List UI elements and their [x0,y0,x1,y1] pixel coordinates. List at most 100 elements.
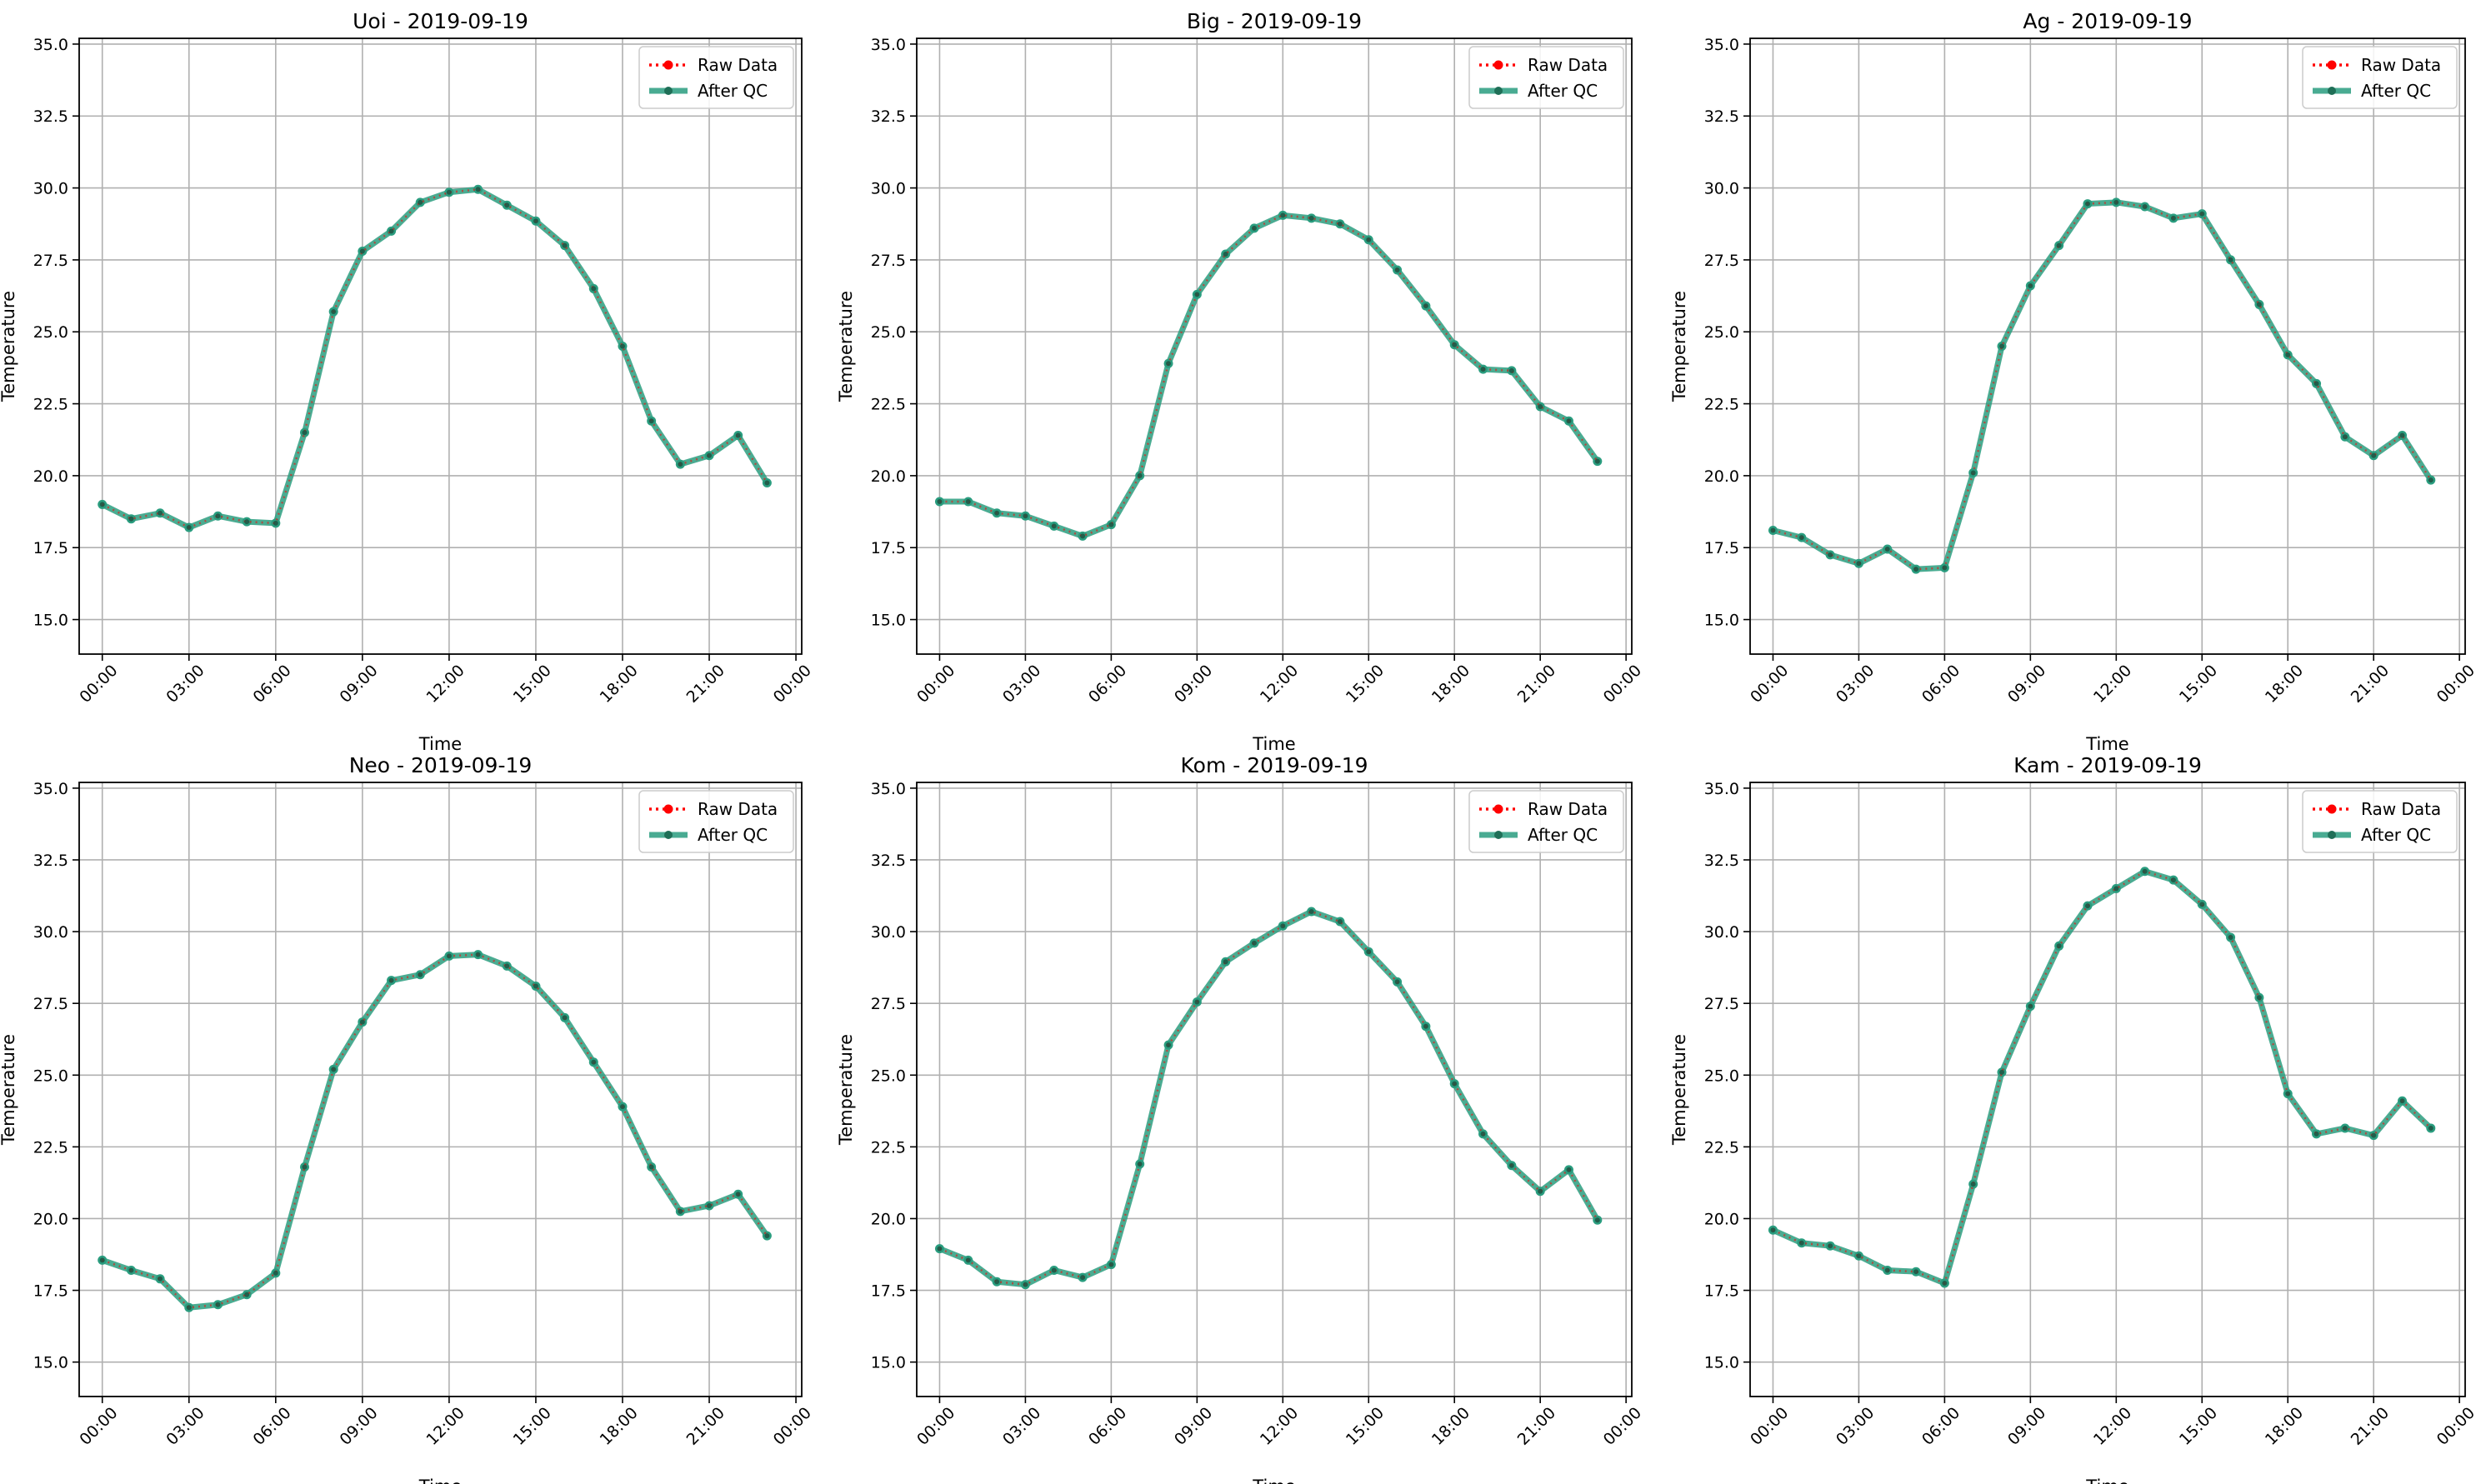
raw-data-point [1970,470,1976,476]
y-axis-label: Temperature [0,291,18,402]
x-tick-label: 12:00 [1257,662,1302,707]
raw-data-point [1999,1069,2005,1075]
x-tick-label: 09:00 [336,662,381,707]
axes-frame [78,782,803,1397]
raw-data-point [1566,418,1572,424]
raw-data-point [2228,257,2233,262]
raw-data-point [707,452,713,458]
raw-data-point [2113,886,2119,892]
x-tick-label: 06:00 [249,662,294,707]
raw-data-point [1452,342,1458,347]
legend-qc-marker [1494,87,1503,95]
raw-data-point [2142,204,2148,210]
raw-data-point [678,462,683,467]
raw-data-point [1942,1280,1948,1286]
raw-data-point [1480,367,1486,372]
y-tick-label: 22.5 [1704,396,1739,414]
raw-data-point [1166,361,1172,367]
raw-data-point [2313,381,2319,387]
legend-qc-label: After QC [698,81,768,101]
raw-data-point [1394,267,1400,272]
legend-raw-marker [1493,804,1503,814]
x-tick-label: 00:00 [2433,662,2478,707]
raw-data-point [2256,302,2262,307]
x-tick-label: 09:00 [1171,1404,1216,1449]
raw-data-point [504,963,510,969]
raw-data-point [1051,1267,1057,1273]
y-tick-label: 15.0 [871,612,906,630]
raw-data-point [244,1292,250,1297]
legend-qc-label: After QC [1528,825,1598,845]
x-tick-label: 00:00 [1600,1404,1645,1449]
series-raw-data-line [1772,870,2432,1285]
x-tick-label: 03:00 [163,1404,208,1449]
legend-raw-marker [1493,60,1503,70]
y-tick-label: 35.0 [1704,36,1739,54]
y-tick-label: 17.5 [1704,1282,1739,1301]
y-axis-label: Temperature [836,1034,856,1146]
raw-data-point [2199,211,2205,217]
legend-raw-label: Raw Data [1528,55,1608,75]
y-tick-label: 30.0 [871,180,906,198]
x-tick-label: 06:00 [1085,662,1130,707]
x-tick-label: 18:00 [597,662,642,707]
raw-data-point [1884,1267,1890,1273]
series-raw-data-line [938,910,1598,1286]
raw-data-point [994,1279,1000,1285]
raw-data-point [2084,201,2090,207]
raw-data-point [1999,343,2005,349]
raw-data-point [99,502,105,507]
raw-data-point [99,1257,105,1263]
legend-raw-label: Raw Data [1528,799,1608,819]
y-tick-label: 30.0 [1704,180,1739,198]
raw-data-point [2399,1098,2405,1104]
raw-data-point [1913,567,1919,572]
raw-data-point [1080,533,1086,539]
axes-frame [1749,782,2466,1397]
raw-data-point [1566,1167,1572,1172]
raw-data-point [965,1257,971,1263]
y-tick-label: 20.0 [871,467,906,486]
raw-data-point [1798,535,1804,541]
legend: Raw Data After QC [638,790,794,853]
raw-data-point [2084,903,2090,909]
y-tick-label: 35.0 [33,36,68,54]
x-tick-label: 03:00 [1833,1404,1878,1449]
raw-data-point [273,520,278,526]
raw-data-point [1538,404,1543,410]
legend-qc-label: After QC [2361,825,2431,845]
raw-data-point [1480,1131,1486,1137]
raw-data-point [2199,902,2205,907]
x-tick-label: 18:00 [2262,1404,2307,1449]
x-tick-label: 00:00 [76,1404,121,1449]
y-tick-label: 30.0 [33,180,68,198]
raw-data-point [2228,934,2233,940]
chart-panel-0: 00:00 03:00 06:00 09:00 12:00 15:00 18:00 21:00… [0,9,815,754]
y-tick-label: 25.0 [33,323,68,342]
series-raw-data-line [102,188,768,529]
series-after-qc-line [99,186,770,531]
raw-data-point [2056,943,2062,949]
raw-data-point [1942,565,1948,571]
x-tick-label: 18:00 [1428,1404,1473,1449]
raw-data-point [1452,1081,1458,1087]
x-tick-label: 03:00 [999,662,1044,707]
raw-data-point [418,199,423,205]
axes-frame [1749,37,2466,655]
raw-data-point [475,952,481,957]
chart-panel-5: 00:00 03:00 06:00 09:00 12:00 15:00 18:00 21:00… [1669,753,2478,1484]
x-tick-label: 18:00 [597,1404,642,1449]
chart-title: Neo - 2019-09-19 [349,753,533,777]
legend: Raw Data After QC [2302,46,2458,109]
raw-data-point [1251,940,1257,946]
y-tick-label: 15.0 [33,612,68,630]
x-tick-label: 00:00 [1747,662,1792,707]
x-tick-label: 09:00 [2004,1404,2049,1449]
raw-data-point [1280,923,1286,929]
y-axis-label: Temperature [1669,291,1689,402]
series-after-qc-line [99,952,770,1311]
raw-data-point [735,1192,741,1197]
raw-data-point [2371,1132,2377,1138]
raw-data-point [707,1202,713,1208]
x-axis-label: Time [418,734,462,754]
